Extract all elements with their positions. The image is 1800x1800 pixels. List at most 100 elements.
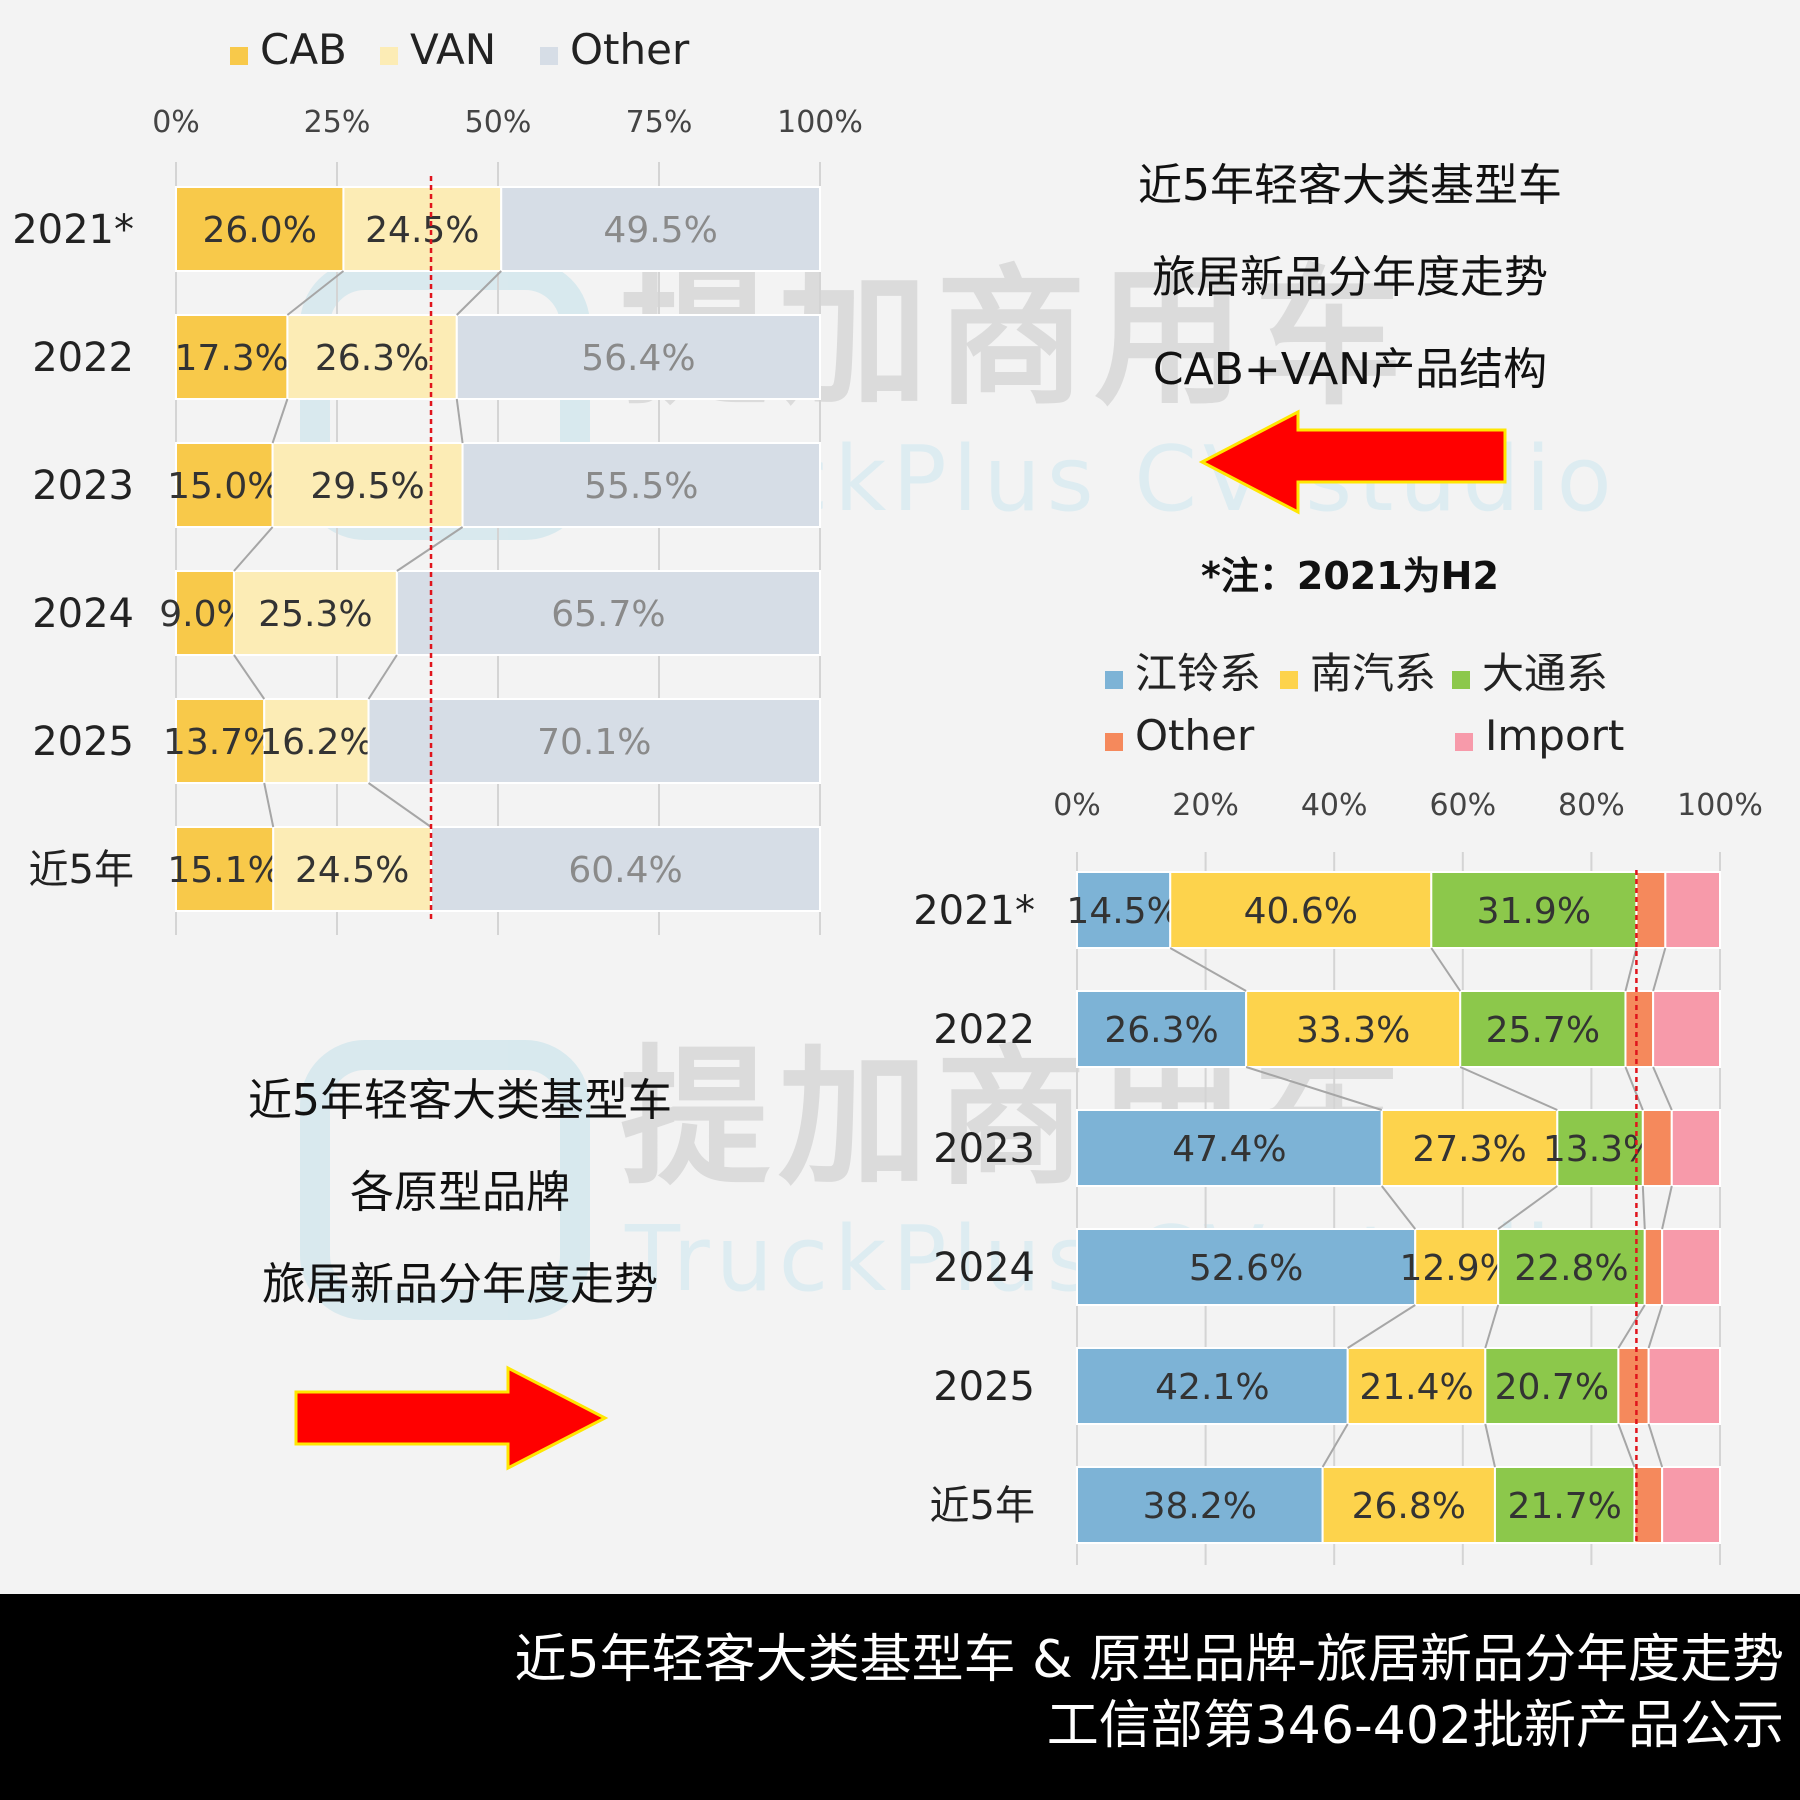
bar-segment bbox=[1664, 871, 1721, 949]
bar-segment bbox=[455, 314, 821, 400]
data-label: 12.9% bbox=[1400, 1248, 1514, 1289]
legend-item: VAN bbox=[380, 25, 496, 74]
data-label: 13.3% bbox=[1543, 1129, 1657, 1170]
bar-segment bbox=[175, 442, 274, 528]
bar-segment bbox=[1493, 1466, 1636, 1544]
data-label: 21.7% bbox=[1508, 1486, 1622, 1527]
legend-label: Import bbox=[1485, 711, 1624, 760]
legend-item: 江铃系 bbox=[1105, 649, 1261, 698]
data-label: 25.3% bbox=[258, 594, 372, 635]
legend-swatch bbox=[1105, 733, 1123, 751]
series-connector bbox=[1430, 947, 1462, 992]
x-tick-label: 50% bbox=[465, 105, 532, 140]
bar-segment bbox=[286, 314, 458, 400]
data-label: 49.5% bbox=[603, 210, 717, 251]
legend-label: 江铃系 bbox=[1135, 649, 1261, 698]
data-label: 52.6% bbox=[1189, 1248, 1303, 1289]
series-connector bbox=[1245, 1066, 1383, 1111]
series-connector bbox=[1624, 1066, 1644, 1111]
series-connector bbox=[1647, 1304, 1664, 1349]
series-connector bbox=[456, 270, 502, 316]
legend-swatch bbox=[540, 47, 558, 65]
category-label: 2021* bbox=[12, 207, 134, 253]
legend-item: 大通系 bbox=[1452, 649, 1608, 698]
series-connector bbox=[1169, 947, 1247, 992]
data-label: 29.5% bbox=[310, 466, 424, 507]
caption-line: 各原型品牌 bbox=[350, 1167, 570, 1218]
data-label: 15.1% bbox=[167, 850, 281, 891]
left-arrow-icon bbox=[1198, 409, 1507, 515]
category-label: 2023 bbox=[32, 463, 134, 509]
bar-segment bbox=[175, 570, 235, 656]
bar-segment bbox=[1076, 1347, 1349, 1425]
data-label: 56.4% bbox=[581, 338, 695, 379]
series-connector bbox=[233, 654, 266, 700]
data-label: 20.7% bbox=[1495, 1367, 1609, 1408]
data-label: 55.5% bbox=[584, 466, 698, 507]
legend-label: 南汽系 bbox=[1310, 649, 1436, 698]
bar-segment bbox=[1641, 1109, 1673, 1187]
bar-segment bbox=[461, 442, 821, 528]
legend-item: Other bbox=[540, 25, 690, 74]
bar-segment bbox=[1647, 1347, 1721, 1425]
bar-segment bbox=[1169, 871, 1433, 949]
watermark-logo-icon bbox=[300, 1040, 590, 1320]
data-label: 13.7% bbox=[163, 722, 277, 763]
x-tick-label: 25% bbox=[304, 105, 371, 140]
series-connector bbox=[1652, 947, 1667, 992]
series-connector bbox=[1617, 1304, 1646, 1349]
x-tick-label: 75% bbox=[626, 105, 693, 140]
bar-segment bbox=[430, 826, 821, 912]
data-label: 33.3% bbox=[1296, 1010, 1410, 1051]
category-label: 近5年 bbox=[930, 1483, 1035, 1529]
caption-line: 近5年轻客大类基型车 bbox=[248, 1075, 672, 1126]
category-label: 2022 bbox=[933, 1007, 1035, 1053]
data-label: 15.0% bbox=[167, 466, 281, 507]
bar-segment bbox=[367, 698, 821, 784]
caption-line: 旅居新品分年度走势 bbox=[1152, 252, 1548, 303]
category-label: 2024 bbox=[32, 591, 134, 637]
footer-bar: 近5年轻客大类基型车 & 原型品牌-旅居新品分年度走势 工信部第346-402批… bbox=[0, 1594, 1800, 1800]
bar-segment bbox=[1321, 1466, 1496, 1544]
series-connector bbox=[1484, 1423, 1496, 1468]
footer-title: 近5年轻客大类基型车 & 原型品牌-旅居新品分年度走势 bbox=[514, 1630, 1784, 1690]
bar-segment bbox=[175, 186, 345, 272]
series-connector bbox=[367, 782, 432, 828]
data-label: 42.1% bbox=[1155, 1367, 1269, 1408]
bar-segment bbox=[1076, 871, 1172, 949]
caption-line: 旅居新品分年度走势 bbox=[262, 1259, 658, 1310]
series-connector bbox=[1617, 1423, 1636, 1468]
series-connector bbox=[1321, 1423, 1349, 1468]
bar-segment bbox=[1076, 1109, 1383, 1187]
bar-segment bbox=[1459, 990, 1627, 1068]
legend-label: VAN bbox=[410, 25, 496, 74]
data-label: 60.4% bbox=[568, 850, 682, 891]
bar-segment bbox=[1076, 1228, 1417, 1306]
data-label: 14.5% bbox=[1066, 891, 1180, 932]
series-connector bbox=[1380, 1185, 1417, 1230]
category-label: 2024 bbox=[933, 1245, 1035, 1291]
category-label: 近5年 bbox=[29, 847, 134, 893]
legend-label: 大通系 bbox=[1482, 649, 1608, 698]
bar-segment bbox=[1670, 1109, 1722, 1187]
x-tick-label: 100% bbox=[777, 105, 863, 140]
series-connector bbox=[1497, 1185, 1558, 1230]
bottom-left-caption: 近5年轻客大类基型车 各原型品牌 旅居新品分年度走势 bbox=[160, 1055, 760, 1331]
bar-segment bbox=[1497, 1228, 1646, 1306]
data-label: 24.5% bbox=[295, 850, 409, 891]
legend-swatch bbox=[1105, 671, 1123, 689]
legend-item: Other bbox=[1105, 711, 1255, 760]
bar-segment bbox=[272, 826, 433, 912]
series-connector bbox=[1641, 1185, 1646, 1230]
right-arrow-icon bbox=[294, 1365, 609, 1471]
category-label: 2025 bbox=[933, 1364, 1035, 1410]
data-label: 26.8% bbox=[1352, 1486, 1466, 1527]
series-connector bbox=[1661, 1185, 1673, 1230]
series-connector bbox=[1652, 1066, 1673, 1111]
series-connector bbox=[1624, 947, 1638, 992]
series-connector bbox=[271, 398, 289, 444]
category-label: 2025 bbox=[32, 719, 134, 765]
legend-swatch bbox=[1452, 671, 1470, 689]
series-connector bbox=[286, 270, 345, 316]
